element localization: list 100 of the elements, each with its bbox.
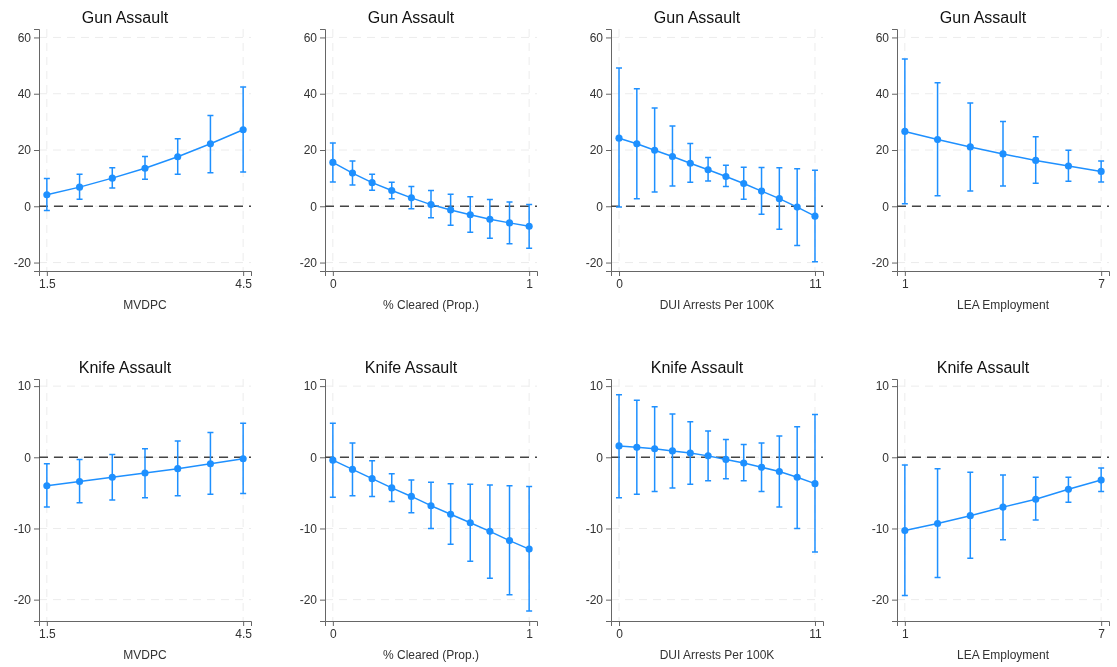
point [466,519,474,527]
point [76,477,84,486]
x-tick-label: 1 [526,276,534,291]
x-axis-title: DUI Arrests Per 100K [659,648,775,662]
y-tick-label: 10 [875,379,890,394]
chart-title: Knife Assault [78,359,172,376]
point [108,473,116,481]
y-tick-label: 0 [310,450,318,465]
x-tick-label: 1 [902,626,910,641]
point [1064,162,1072,170]
point [722,455,730,463]
point [668,152,677,161]
point [775,467,783,476]
point [206,140,214,148]
point [505,537,514,545]
point [668,447,677,455]
point [615,442,623,450]
x-tick-label: 1.5 [39,626,57,641]
point [633,140,641,148]
x-tick-label: 0 [616,626,624,641]
y-tick-label: -20 [585,592,604,607]
y-tick-label: 40 [303,87,318,102]
x-tick-label: 11 [809,626,823,641]
x-tick-label: 1 [902,276,910,291]
y-tick-label: 0 [24,199,32,214]
point [329,456,337,464]
point [239,126,247,134]
point [704,452,712,460]
y-tick-label: 10 [303,379,318,394]
point [348,169,357,177]
y-tick-label: -10 [299,521,318,536]
point [505,219,514,227]
y-tick-label: 0 [882,450,890,465]
y-tick-label: 60 [589,30,604,45]
x-tick-label: 0 [330,626,338,641]
point [486,215,494,223]
point [740,179,748,188]
point [966,143,974,151]
x-axis-title: MVDPC [123,298,167,312]
y-tick-label: 10 [589,379,604,394]
point [525,545,533,553]
x-axis-title: % Cleared (Prop.) [382,298,480,312]
chart-title: Knife Assault [650,359,744,376]
x-tick-label: 0 [330,276,338,291]
chart-title: Gun Assault [81,9,169,26]
point [740,459,748,467]
point [43,482,51,490]
y-tick-label: -20 [13,592,32,607]
x-axis-title: MVDPC [123,648,167,662]
point [388,484,396,492]
point [934,136,942,144]
point [793,203,801,211]
x-axis-title: DUI Arrests Per 100K [659,298,775,312]
point [407,492,415,500]
x-tick-label: 7 [1098,276,1106,291]
y-tick-label: 60 [303,30,318,45]
point [174,153,182,161]
point [793,473,801,481]
y-tick-label: -10 [871,521,890,536]
point [1032,156,1040,164]
point [686,449,694,457]
chart-title: Knife Assault [364,359,458,376]
point [239,455,247,463]
point [108,174,116,182]
y-tick-label: 0 [596,450,604,465]
point [76,183,84,191]
point [999,503,1007,511]
y-tick-label: -20 [871,592,890,607]
chart-title: Gun Assault [939,9,1027,26]
point [615,134,623,142]
point [348,465,357,473]
point [447,206,455,214]
y-tick-label: 0 [596,199,604,214]
point [206,460,214,468]
x-tick-label: 4.5 [235,626,253,641]
point [407,194,415,202]
point [999,150,1007,158]
y-tick-label: -20 [585,255,604,270]
point [486,527,494,535]
point [427,502,435,510]
y-tick-label: 40 [589,87,604,102]
point [43,191,51,199]
point [329,158,337,166]
point [811,480,819,488]
point [447,510,455,518]
point [1097,167,1105,175]
chart-title: Gun Assault [653,9,741,26]
point [966,512,974,520]
point [811,212,819,220]
y-tick-label: 60 [875,30,890,45]
point [368,475,376,483]
x-axis-title: % Cleared (Prop.) [382,648,480,662]
y-tick-label: -20 [299,255,318,270]
x-tick-label: 7 [1098,626,1106,641]
y-tick-label: 10 [17,379,32,394]
point [775,195,783,203]
point [1097,476,1105,484]
point [466,211,474,219]
chart-title: Gun Assault [367,9,455,26]
point [651,146,659,154]
